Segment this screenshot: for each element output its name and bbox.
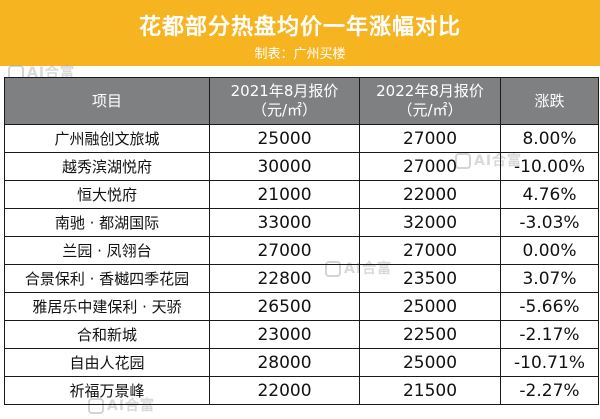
- table-row: 南驰 · 都湖国际 33000 32000 -3.03%: [4, 208, 599, 237]
- price-2021-cell: 22800: [209, 264, 360, 293]
- change-cell: 4.76%: [500, 180, 599, 209]
- price-2022-cell: 22000: [359, 180, 501, 209]
- page-subtitle: 制表：广州买楼: [254, 47, 346, 62]
- price-2022-cell: 27000: [359, 152, 501, 181]
- change-cell: -10.71%: [500, 348, 599, 377]
- table-row: 合和新城 23000 22500 -2.17%: [4, 320, 599, 349]
- column-header-2022-price: 2022年8月报价 （元/㎡）: [359, 77, 501, 125]
- project-cell: 自由人花园: [4, 348, 210, 377]
- price-2021-cell: 22000: [209, 376, 360, 405]
- project-cell: 南驰 · 都湖国际: [4, 208, 210, 237]
- price-2022-cell: 23500: [359, 264, 501, 293]
- price-2021-cell: 26500: [209, 292, 360, 321]
- table-header-row: 项目 2021年8月报价 （元/㎡） 2022年8月报价 （元/㎡） 涨跌: [4, 77, 599, 125]
- table-row: 兰园 · 凤翎台 27000 27000 0.00%: [4, 236, 599, 265]
- price-2021-cell: 25000: [209, 124, 360, 153]
- price-2022-cell: 22500: [359, 320, 501, 349]
- price-2022-cell: 32000: [359, 208, 501, 237]
- price-2021-cell: 21000: [209, 180, 360, 209]
- table-row: 恒大悦府 21000 22000 4.76%: [4, 180, 599, 209]
- price-2022-cell: 25000: [359, 292, 501, 321]
- change-cell: -5.66%: [500, 292, 599, 321]
- price-2021-cell: 33000: [209, 208, 360, 237]
- column-header-project: 项目: [4, 77, 210, 125]
- table-row: 越秀滨湖悦府 30000 27000 -10.00%: [4, 152, 599, 181]
- project-cell: 越秀滨湖悦府: [4, 152, 210, 181]
- change-cell: -3.03%: [500, 208, 599, 237]
- column-header-change: 涨跌: [500, 77, 599, 125]
- price-2021-cell: 28000: [209, 348, 360, 377]
- project-cell: 合和新城: [4, 320, 210, 349]
- table-row: 广州融创文旅城 25000 27000 8.00%: [4, 124, 599, 153]
- change-cell: -2.27%: [500, 376, 599, 405]
- project-cell: 雅居乐中建保利 · 天骄: [4, 292, 210, 321]
- change-cell: -10.00%: [500, 152, 599, 181]
- price-table: 项目 2021年8月报价 （元/㎡） 2022年8月报价 （元/㎡） 涨跌 广州融创…: [4, 77, 599, 405]
- price-2021-cell: 23000: [209, 320, 360, 349]
- price-2022-cell: 27000: [359, 236, 501, 265]
- project-cell: 兰园 · 凤翎台: [4, 236, 210, 265]
- change-cell: 3.07%: [500, 264, 599, 293]
- price-2021-cell: 30000: [209, 152, 360, 181]
- change-cell: 0.00%: [500, 236, 599, 265]
- column-header-2021-price: 2021年8月报价 （元/㎡）: [209, 77, 360, 125]
- change-cell: 8.00%: [500, 124, 599, 153]
- table-row: 合景保利 · 香樾四季花园 22800 23500 3.07%: [4, 264, 599, 293]
- price-2022-cell: 21500: [359, 376, 501, 405]
- project-cell: 广州融创文旅城: [4, 124, 210, 153]
- title-banner: 花都部分热盘均价一年涨幅对比 制表：广州买楼: [0, 0, 600, 66]
- project-cell: 合景保利 · 香樾四季花园: [4, 264, 210, 293]
- project-cell: 恒大悦府: [4, 180, 210, 209]
- project-cell: 祈福万景峰: [4, 376, 210, 405]
- table-row: 祈福万景峰 22000 21500 -2.27%: [4, 376, 599, 405]
- price-2022-cell: 27000: [359, 124, 501, 153]
- table-row: 雅居乐中建保利 · 天骄 26500 25000 -5.66%: [4, 292, 599, 321]
- table-row: 自由人花园 28000 25000 -10.71%: [4, 348, 599, 377]
- change-cell: -2.17%: [500, 320, 599, 349]
- price-2022-cell: 25000: [359, 348, 501, 377]
- page-title: 花都部分热盘均价一年涨幅对比: [138, 15, 461, 40]
- price-2021-cell: 27000: [209, 236, 360, 265]
